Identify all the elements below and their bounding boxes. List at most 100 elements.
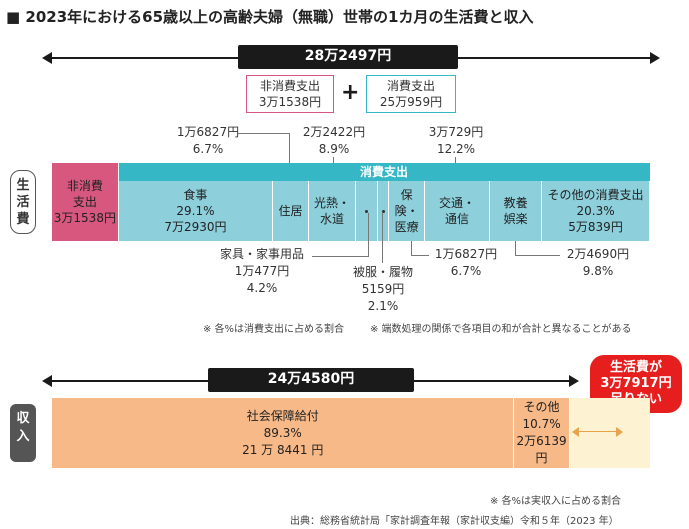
income-arrow-left-head <box>42 375 52 387</box>
leader-line-furniture-v <box>368 213 369 256</box>
annotation-medical-percent: 6.7% <box>450 264 482 278</box>
leader-line-culture-v <box>515 241 516 255</box>
income-shortfall-region <box>569 398 650 468</box>
consumption-box-amount: 25万959円 <box>379 95 443 109</box>
income-segment-other-amount: 2万6139 円 <box>516 434 567 465</box>
annotation-medical-amount: 1万6827円 <box>434 247 498 261</box>
annotation-clothing-name: 被服・履物 <box>352 265 413 279</box>
income-total-label: 24万4580円 <box>208 368 414 392</box>
segment-food: 食事 29.1% 7万2930円 <box>118 181 274 241</box>
segment-utilities-line2: 水道 <box>319 212 344 226</box>
annotation-clothing-percent: 2.1% <box>367 299 399 313</box>
annotation-furniture: 家具・家事用品 1万477円 4.2% <box>210 246 314 297</box>
segment-other-name: その他の消費支出 <box>547 188 644 202</box>
expense-side-label: 生活費 <box>10 170 36 234</box>
non-consumption-box-amount: 3万1538円 <box>258 95 322 109</box>
segment-medical-line2: 医療 <box>394 220 419 234</box>
segment-housing-name: 住居 <box>278 204 303 218</box>
segment-housing: 住居 <box>273 181 309 241</box>
expense-side-label-text: 生活費 <box>16 178 30 227</box>
expense-arrow-right-head <box>650 52 660 64</box>
segment-non-consumption-line2: 支出 <box>72 195 97 209</box>
annotation-furniture-name: 家具・家事用品 <box>219 247 304 261</box>
leader-line-medical-v <box>411 241 412 255</box>
income-segment-social-amount: 21 万 8441 円 <box>242 442 324 457</box>
annotation-culture-amount: 2万4690円 <box>566 247 630 261</box>
annotation-clothing: 被服・履物 5159円 2.1% <box>337 264 429 315</box>
shortfall-arrow-right-head <box>616 427 623 437</box>
leader-line-transport <box>455 157 456 166</box>
leader-line-utilities <box>333 157 334 166</box>
segment-other: その他の消費支出 20.3% 5万839円 <box>542 181 650 241</box>
source: 出典：総務省統計局「家計調査年報（家計収支編）令和５年（2023 年） <box>290 516 619 527</box>
income-side-label: 収入 <box>10 404 36 462</box>
segment-furniture-dot <box>365 209 369 213</box>
annotation-medical: 1万6827円 6.7% <box>428 246 504 280</box>
income-segment-other-percent: 10.7% <box>522 417 561 431</box>
segment-furniture <box>356 181 379 241</box>
annotation-housing: 1万6827円 6.7% <box>164 124 252 158</box>
income-segment-social-name: 社会保障給付 <box>246 408 319 423</box>
segment-clothing-dot <box>381 209 385 213</box>
segment-utilities-line1: 光熱・ <box>313 196 350 210</box>
segment-culture-line1: 教養 <box>503 196 528 210</box>
segment-culture: 教養 娯楽 <box>489 181 543 241</box>
leader-line-furniture-h <box>312 256 369 257</box>
segment-other-amount: 5万839円 <box>568 220 623 234</box>
segment-medical-line1: 保険・ <box>394 188 419 218</box>
annotation-housing-percent: 6.7% <box>192 142 224 156</box>
note-rounding: ※ 端数処理の関係で各項目の和が合計と異なることがある <box>370 324 632 335</box>
leader-line-medical-h <box>411 255 429 256</box>
segment-non-consumption-line1: 非消費 <box>66 179 103 193</box>
leader-line-housing-h <box>238 133 289 134</box>
segment-utilities: 光熱・ 水道 <box>308 181 357 241</box>
segment-other-percent: 20.3% <box>576 204 615 218</box>
segment-transport: 交通・ 通信 <box>424 181 490 241</box>
income-arrow-right-head <box>569 375 579 387</box>
shortfall-double-arrow <box>577 431 618 432</box>
page-title: ■ 2023年における65歳以上の高齢夫婦（無職）世帯の1カ月の生活費と収入 <box>6 8 534 26</box>
segment-non-consumption: 非消費 支出 3万1538円 <box>52 163 119 241</box>
annotation-transport-percent: 12.2% <box>436 142 476 156</box>
income-side-label-text: 収入 <box>16 411 30 444</box>
shortfall-arrow-left-head <box>571 427 579 437</box>
segment-transport-line2: 通信 <box>444 212 469 226</box>
segment-clothing <box>378 181 390 241</box>
expense-bar: 消費支出 非消費 支出 3万1538円 食事 29.1% 7万2930円 住居 光熱・ 水道 保険… <box>52 163 650 241</box>
segment-transport-line1: 交通・ <box>438 196 475 210</box>
annotation-furniture-percent: 4.2% <box>246 281 278 295</box>
segment-food-percent: 29.1% <box>176 204 215 218</box>
expense-arrow-left-head <box>42 52 52 64</box>
annotation-utilities-percent: 8.9% <box>318 142 350 156</box>
income-segment-social-percent: 89.3% <box>263 425 302 440</box>
annotation-furniture-amount: 1万477円 <box>234 264 290 278</box>
segment-culture-line2: 娯楽 <box>503 212 528 226</box>
annotation-transport-amount: 3万729円 <box>428 125 484 139</box>
segment-medical: 保険・ 医療 <box>389 181 425 241</box>
non-consumption-box: 非消費支出 3万1538円 <box>246 75 334 113</box>
leader-line-clothing <box>382 213 383 263</box>
shortfall-line1: 生活費が <box>609 360 662 375</box>
annotation-culture: 2万4690円 9.8% <box>558 246 638 280</box>
income-segment-social: 社会保障給付 89.3% 21 万 8441 円 <box>52 398 515 468</box>
leader-line-culture-h <box>515 255 560 256</box>
income-bar: 社会保障給付 89.3% 21 万 8441 円 その他 10.7% 2万6139 円 <box>52 398 650 468</box>
consumption-header-label: 消費支出 <box>359 165 408 179</box>
note-consumption-percent: ※ 各%は消費支出に占める割合 <box>203 324 345 335</box>
annotation-utilities-amount: 2万2422円 <box>302 125 366 139</box>
annotation-housing-amount: 1万6827円 <box>176 125 240 139</box>
consumption-box-title: 消費支出 <box>386 79 435 93</box>
leader-line-housing-v <box>289 133 290 166</box>
annotation-transport: 3万729円 12.2% <box>420 124 492 158</box>
annotation-culture-percent: 9.8% <box>582 264 614 278</box>
shortfall-line2: 3万7917円 <box>600 376 672 391</box>
segment-food-name: 食事 <box>183 188 208 202</box>
note-income-percent: ※ 各%は実収入に占める割合 <box>490 496 622 507</box>
annotation-clothing-amount: 5159円 <box>361 282 405 296</box>
expense-total-label: 28万2497円 <box>238 45 458 69</box>
plus-sign: + <box>341 80 360 105</box>
income-segment-other-name: その他 <box>523 400 560 414</box>
income-segment-other: その他 10.7% 2万6139 円 <box>514 398 570 468</box>
segment-food-amount: 7万2930円 <box>164 220 227 234</box>
annotation-utilities: 2万2422円 8.9% <box>296 124 372 158</box>
